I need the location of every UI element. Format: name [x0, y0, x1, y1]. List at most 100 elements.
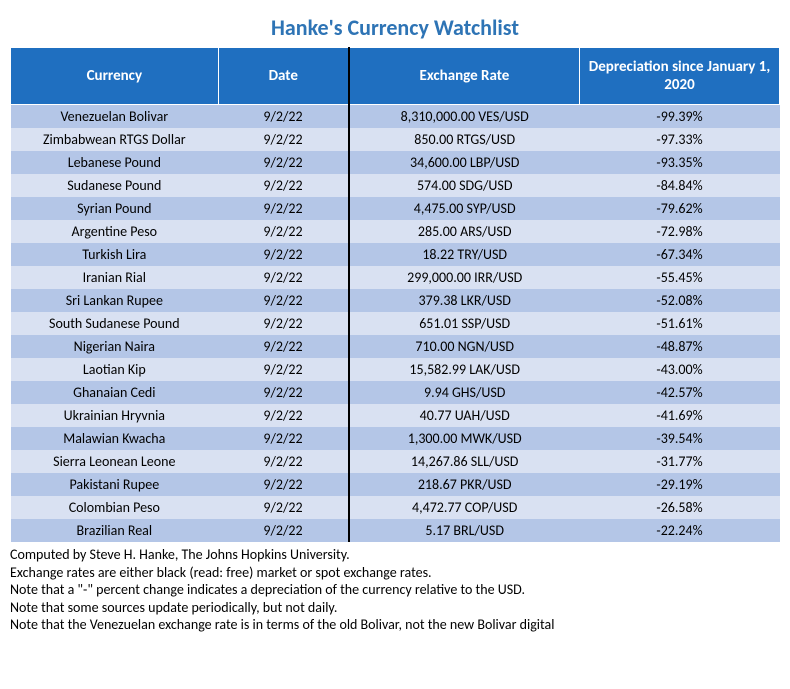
header-row: CurrencyDateExchange RateDepreciation si… — [11, 48, 780, 105]
cell-deprec: -97.33% — [580, 128, 780, 151]
cell-date: 9/2/22 — [218, 220, 349, 243]
table-row: Ukrainian Hryvnia9/2/2240.77 UAH/USD-41.… — [11, 404, 780, 427]
cell-currency: Sri Lankan Rupee — [11, 289, 219, 312]
cell-currency: Iranian Rial — [11, 266, 219, 289]
cell-currency: Turkish Lira — [11, 243, 219, 266]
notes-block: Computed by Steve H. Hanke, The Johns Ho… — [10, 546, 780, 634]
cell-rate: 5.17 BRL/USD — [349, 519, 580, 542]
table-row: Lebanese Pound9/2/2234,600.00 LBP/USD-93… — [11, 151, 780, 174]
cell-rate: 651.01 SSP/USD — [349, 312, 580, 335]
table-row: Argentine Peso9/2/22285.00 ARS/USD-72.98… — [11, 220, 780, 243]
column-header: Date — [218, 48, 349, 105]
cell-currency: Ghanaian Cedi — [11, 381, 219, 404]
table-row: Zimbabwean RTGS Dollar9/2/22850.00 RTGS/… — [11, 128, 780, 151]
note-line: Note that a "-" percent change indicates… — [10, 581, 780, 599]
currency-table: CurrencyDateExchange RateDepreciation si… — [10, 47, 780, 542]
cell-date: 9/2/22 — [218, 151, 349, 174]
cell-deprec: -72.98% — [580, 220, 780, 243]
cell-deprec: -93.35% — [580, 151, 780, 174]
cell-currency: South Sudanese Pound — [11, 312, 219, 335]
cell-date: 9/2/22 — [218, 335, 349, 358]
cell-date: 9/2/22 — [218, 427, 349, 450]
cell-deprec: -26.58% — [580, 496, 780, 519]
cell-date: 9/2/22 — [218, 243, 349, 266]
cell-deprec: -67.34% — [580, 243, 780, 266]
cell-rate: 850.00 RTGS/USD — [349, 128, 580, 151]
cell-date: 9/2/22 — [218, 496, 349, 519]
cell-currency: Nigerian Naira — [11, 335, 219, 358]
cell-date: 9/2/22 — [218, 473, 349, 496]
table-row: Ghanaian Cedi9/2/229.94 GHS/USD-42.57% — [11, 381, 780, 404]
cell-rate: 8,310,000.00 VES/USD — [349, 105, 580, 129]
table-row: South Sudanese Pound9/2/22651.01 SSP/USD… — [11, 312, 780, 335]
cell-currency: Pakistani Rupee — [11, 473, 219, 496]
table-row: Sierra Leonean Leone9/2/2214,267.86 SLL/… — [11, 450, 780, 473]
cell-rate: 4,472.77 COP/USD — [349, 496, 580, 519]
cell-currency: Argentine Peso — [11, 220, 219, 243]
cell-currency: Venezuelan Bolivar — [11, 105, 219, 129]
cell-date: 9/2/22 — [218, 105, 349, 129]
cell-date: 9/2/22 — [218, 358, 349, 381]
table-row: Sri Lankan Rupee9/2/22379.38 LKR/USD-52.… — [11, 289, 780, 312]
cell-rate: 34,600.00 LBP/USD — [349, 151, 580, 174]
cell-currency: Colombian Peso — [11, 496, 219, 519]
cell-date: 9/2/22 — [218, 381, 349, 404]
page-title: Hanke's Currency Watchlist — [10, 14, 780, 41]
cell-date: 9/2/22 — [218, 197, 349, 220]
cell-date: 9/2/22 — [218, 312, 349, 335]
note-line: Exchange rates are either black (read: f… — [10, 564, 780, 582]
cell-deprec: -55.45% — [580, 266, 780, 289]
cell-rate: 299,000.00 IRR/USD — [349, 266, 580, 289]
cell-rate: 15,582.99 LAK/USD — [349, 358, 580, 381]
cell-deprec: -79.62% — [580, 197, 780, 220]
table-body: Venezuelan Bolivar9/2/228,310,000.00 VES… — [11, 105, 780, 543]
table-row: Colombian Peso9/2/224,472.77 COP/USD-26.… — [11, 496, 780, 519]
cell-date: 9/2/22 — [218, 128, 349, 151]
cell-rate: 18.22 TRY/USD — [349, 243, 580, 266]
cell-date: 9/2/22 — [218, 289, 349, 312]
table-row: Venezuelan Bolivar9/2/228,310,000.00 VES… — [11, 105, 780, 129]
cell-deprec: -48.87% — [580, 335, 780, 358]
cell-deprec: -43.00% — [580, 358, 780, 381]
cell-currency: Brazilian Real — [11, 519, 219, 542]
cell-date: 9/2/22 — [218, 404, 349, 427]
cell-deprec: -84.84% — [580, 174, 780, 197]
cell-rate: 14,267.86 SLL/USD — [349, 450, 580, 473]
cell-currency: Sierra Leonean Leone — [11, 450, 219, 473]
cell-currency: Ukrainian Hryvnia — [11, 404, 219, 427]
column-header: Exchange Rate — [349, 48, 580, 105]
cell-rate: 4,475.00 SYP/USD — [349, 197, 580, 220]
note-line: Computed by Steve H. Hanke, The Johns Ho… — [10, 546, 780, 564]
column-header: Depreciation since January 1, 2020 — [580, 48, 780, 105]
cell-rate: 9.94 GHS/USD — [349, 381, 580, 404]
cell-rate: 40.77 UAH/USD — [349, 404, 580, 427]
cell-deprec: -39.54% — [580, 427, 780, 450]
table-head: CurrencyDateExchange RateDepreciation si… — [11, 48, 780, 105]
cell-date: 9/2/22 — [218, 450, 349, 473]
table-row: Iranian Rial9/2/22299,000.00 IRR/USD-55.… — [11, 266, 780, 289]
table-row: Brazilian Real9/2/225.17 BRL/USD-22.24% — [11, 519, 780, 542]
cell-currency: Laotian Kip — [11, 358, 219, 381]
cell-currency: Malawian Kwacha — [11, 427, 219, 450]
cell-deprec: -42.57% — [580, 381, 780, 404]
table-row: Laotian Kip9/2/2215,582.99 LAK/USD-43.00… — [11, 358, 780, 381]
cell-rate: 218.67 PKR/USD — [349, 473, 580, 496]
cell-date: 9/2/22 — [218, 266, 349, 289]
cell-currency: Sudanese Pound — [11, 174, 219, 197]
note-line: Note that the Venezuelan exchange rate i… — [10, 616, 780, 634]
table-row: Turkish Lira9/2/2218.22 TRY/USD-67.34% — [11, 243, 780, 266]
table-row: Syrian Pound9/2/224,475.00 SYP/USD-79.62… — [11, 197, 780, 220]
table-row: Nigerian Naira9/2/22710.00 NGN/USD-48.87… — [11, 335, 780, 358]
cell-deprec: -41.69% — [580, 404, 780, 427]
cell-deprec: -99.39% — [580, 105, 780, 129]
cell-deprec: -52.08% — [580, 289, 780, 312]
cell-rate: 574.00 SDG/USD — [349, 174, 580, 197]
cell-rate: 1,300.00 MWK/USD — [349, 427, 580, 450]
cell-rate: 285.00 ARS/USD — [349, 220, 580, 243]
cell-deprec: -51.61% — [580, 312, 780, 335]
cell-deprec: -31.77% — [580, 450, 780, 473]
cell-currency: Zimbabwean RTGS Dollar — [11, 128, 219, 151]
cell-currency: Syrian Pound — [11, 197, 219, 220]
table-row: Malawian Kwacha9/2/221,300.00 MWK/USD-39… — [11, 427, 780, 450]
cell-date: 9/2/22 — [218, 519, 349, 542]
